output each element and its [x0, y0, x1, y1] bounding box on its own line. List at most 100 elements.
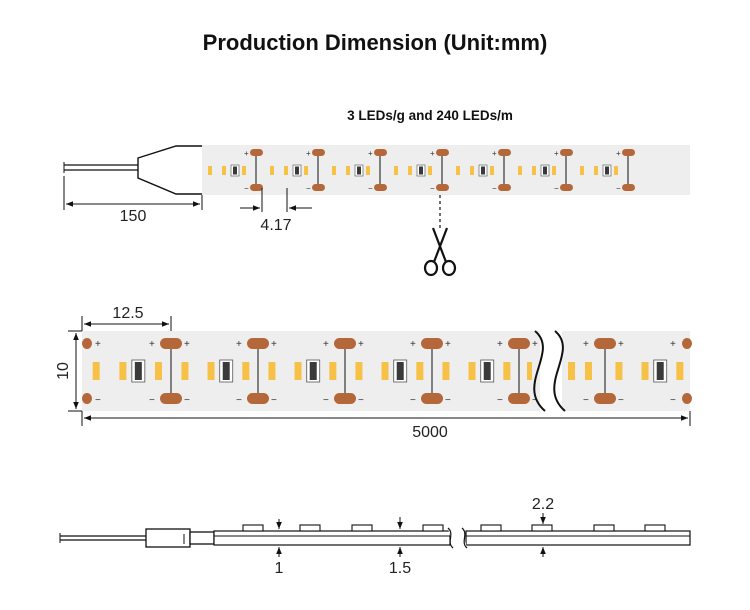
polarity-plus: + [492, 149, 497, 158]
led-chip [416, 362, 424, 380]
pcb-thickness-label: 1 [275, 560, 284, 577]
led-chip [270, 166, 274, 175]
led-chip [304, 166, 308, 175]
solder-pad [436, 149, 449, 156]
solder-pad [160, 393, 182, 404]
led-chip [503, 362, 511, 380]
spec-caption: 3 LEDs/g and 240 LEDs/m [347, 108, 513, 123]
led-chip [615, 362, 623, 380]
polarity-minus: − [670, 395, 676, 406]
polarity-minus: − [430, 184, 435, 193]
resistor-body [396, 362, 404, 380]
cut-unit-label: 12.5 [112, 305, 143, 322]
solder-pad [247, 393, 269, 404]
led-chip [442, 362, 450, 380]
resistor-body [295, 166, 299, 175]
detail-strip-view: + − + − + − + − + − + − + − + − + − + − + − + − + − + − 12.5 10 500… [55, 305, 692, 441]
led-chip [428, 166, 432, 175]
polarity-plus: + [616, 149, 621, 158]
side-profile-view: 1 1.5 2.2 [59, 496, 691, 577]
led-chip [208, 166, 212, 175]
led-chip [355, 362, 363, 380]
resistor-body [419, 166, 423, 175]
polarity-minus: − [492, 184, 497, 193]
polarity-minus: − [618, 395, 624, 406]
connector [137, 145, 211, 195]
led-chip [207, 362, 215, 380]
solder-pad [508, 393, 530, 404]
led-chip [242, 362, 250, 380]
polarity-minus: − [244, 184, 249, 193]
led-chip [408, 166, 412, 175]
polarity-minus: − [616, 184, 621, 193]
polarity-plus: + [445, 339, 451, 350]
polarity-minus: − [532, 395, 538, 406]
total-thickness-label: 1.5 [389, 560, 411, 577]
solder-pad [82, 393, 92, 404]
polarity-minus: − [323, 395, 329, 406]
led-chip [518, 166, 522, 175]
led-chip [181, 362, 189, 380]
led-chip [527, 362, 532, 380]
solder-pad [247, 338, 269, 349]
side-led [351, 524, 373, 532]
led-pitch-label: 4.17 [260, 217, 291, 234]
width-label: 10 [55, 362, 72, 380]
led-chip [676, 362, 684, 380]
polarity-plus: + [618, 339, 624, 350]
side-led [242, 524, 264, 532]
led-chip [614, 166, 618, 175]
polarity-minus: − [236, 395, 242, 406]
led-chip [92, 362, 100, 380]
led-chip [346, 166, 350, 175]
solder-pad [622, 184, 635, 191]
resistor-body [656, 362, 664, 380]
led-chip [594, 166, 598, 175]
led-chip [394, 166, 398, 175]
polarity-plus: + [554, 149, 559, 158]
led-chip [366, 166, 370, 175]
resistor-body [233, 166, 237, 175]
led-chip [284, 166, 288, 175]
led-chip [532, 166, 536, 175]
solder-pad [374, 184, 387, 191]
solder-pad [594, 393, 616, 404]
solder-pad [421, 338, 443, 349]
polarity-plus: + [236, 339, 242, 350]
solder-pad [160, 338, 182, 349]
led-chip [470, 166, 474, 175]
solder-pad [421, 393, 443, 404]
side-led [644, 524, 666, 532]
detail-strip-right [562, 331, 690, 411]
led-chip [332, 166, 336, 175]
resistor-body [481, 166, 485, 175]
led-chip [329, 362, 337, 380]
solder-pad [560, 184, 573, 191]
led-chip [242, 166, 246, 175]
lead-length-label: 150 [120, 208, 147, 225]
polarity-plus: + [430, 149, 435, 158]
polarity-minus: − [583, 395, 589, 406]
polarity-minus: − [497, 395, 503, 406]
solder-pad [250, 149, 263, 156]
resistor-body [483, 362, 491, 380]
solder-pad [682, 393, 692, 404]
led-chip [585, 362, 592, 380]
solder-pad [312, 149, 325, 156]
polarity-minus: − [271, 395, 277, 406]
side-led [422, 524, 444, 532]
polarity-minus: − [95, 395, 101, 406]
side-led [531, 524, 553, 532]
led-chip [580, 166, 584, 175]
led-chip [381, 362, 389, 380]
led-chip [222, 166, 226, 175]
solder-pad [334, 338, 356, 349]
solder-pad [312, 184, 325, 191]
page-title: Production Dimension (Unit:mm) [202, 30, 548, 55]
polarity-plus: + [670, 339, 676, 350]
polarity-plus: + [184, 339, 190, 350]
led-chip [268, 362, 276, 380]
total-length-label: 5000 [412, 424, 448, 441]
side-led [593, 524, 615, 532]
polarity-plus: + [368, 149, 373, 158]
